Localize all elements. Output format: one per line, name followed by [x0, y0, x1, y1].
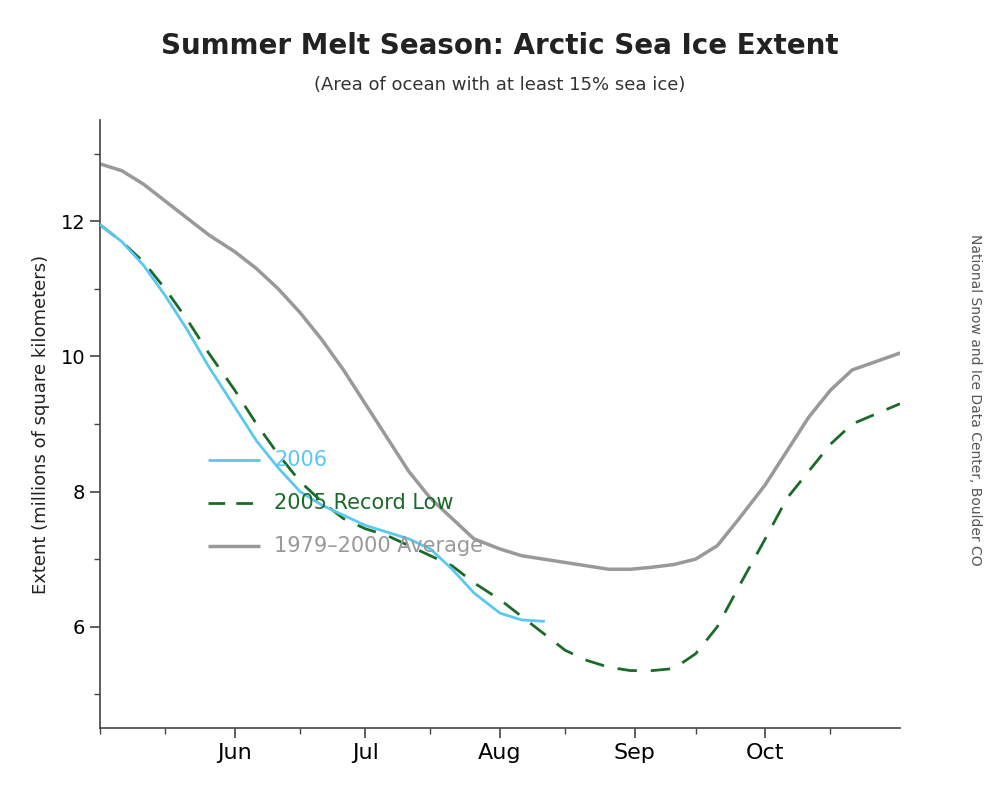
- Text: National Snow and Ice Data Center, Boulder CO: National Snow and Ice Data Center, Bould…: [968, 234, 982, 566]
- Text: (Area of ocean with at least 15% sea ice): (Area of ocean with at least 15% sea ice…: [314, 76, 686, 94]
- Text: 2005 Record Low: 2005 Record Low: [274, 493, 454, 513]
- Text: Summer Melt Season: Arctic Sea Ice Extent: Summer Melt Season: Arctic Sea Ice Exten…: [161, 32, 839, 60]
- Text: 2006: 2006: [274, 450, 328, 470]
- Text: 1979–2000 Average: 1979–2000 Average: [274, 536, 483, 555]
- Y-axis label: Extent (millions of square kilometers): Extent (millions of square kilometers): [32, 254, 50, 594]
